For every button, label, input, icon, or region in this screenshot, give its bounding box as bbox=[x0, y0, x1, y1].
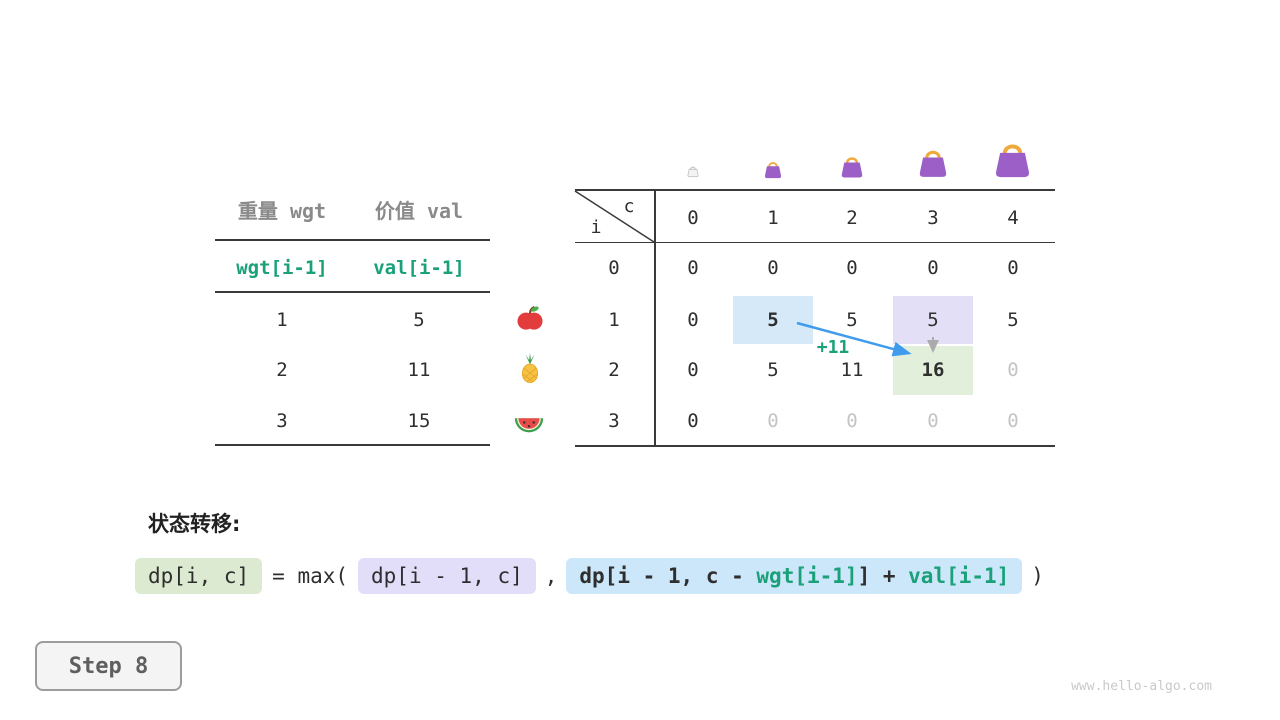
dp-row-header: 1 bbox=[608, 309, 620, 331]
formula-close-paren: ) bbox=[1031, 564, 1044, 588]
item-row-val: 15 bbox=[407, 410, 431, 432]
dp-cell-source: 5 bbox=[767, 309, 779, 331]
item-row-wgt: 1 bbox=[276, 309, 288, 331]
dp-cell: 5 bbox=[846, 309, 858, 331]
dp-cell: 11 bbox=[840, 359, 864, 381]
dp-col-header: 1 bbox=[767, 207, 779, 229]
formula-arg1: dp[i - 1, c] bbox=[358, 558, 536, 594]
pineapple-icon bbox=[521, 352, 539, 384]
formula-arg2-mid: ] + bbox=[857, 564, 909, 588]
dp-rule-header bbox=[575, 242, 1055, 243]
items-header-val: 价值 val bbox=[374, 199, 464, 223]
formula-arg2-wgt: wgt[i-1] bbox=[756, 564, 858, 588]
items-formula-wgt: wgt[i-1] bbox=[236, 257, 328, 279]
dp-cell: 0 bbox=[687, 309, 699, 331]
items-header-wgt: 重量 wgt bbox=[237, 199, 327, 223]
bag-small-icon bbox=[764, 162, 782, 179]
dp-col-header: 0 bbox=[687, 207, 699, 229]
formula-lhs: dp[i, c] bbox=[135, 558, 263, 594]
dp-cell-current: 16 bbox=[921, 359, 945, 381]
dp-rule-top bbox=[575, 189, 1055, 191]
item-row-wgt: 3 bbox=[276, 410, 288, 432]
bag-large-icon bbox=[919, 150, 947, 177]
dp-row-header: 2 bbox=[608, 359, 620, 381]
items-table-rule-top bbox=[215, 239, 490, 241]
transition-title: 状态转移: bbox=[148, 512, 241, 536]
dp-corner-row-label: i bbox=[590, 217, 602, 238]
formula-operator: = max( bbox=[272, 564, 349, 588]
items-table-rule-bottom bbox=[215, 444, 490, 446]
item-row-val: 5 bbox=[413, 309, 425, 331]
dp-cell: 0 bbox=[687, 410, 699, 432]
dp-cell: 0 bbox=[927, 410, 939, 432]
dp-cell: 0 bbox=[1007, 410, 1019, 432]
dp-col-header: 4 bbox=[1007, 207, 1019, 229]
dp-rule-vertical bbox=[654, 189, 656, 447]
dp-cell-carry: 5 bbox=[927, 309, 939, 331]
dp-cell: 0 bbox=[927, 257, 939, 279]
bag-empty-gray-icon bbox=[687, 166, 699, 178]
dp-cell: 0 bbox=[1007, 257, 1019, 279]
watermark: www.hello-algo.com bbox=[1071, 679, 1212, 694]
dp-cell: 0 bbox=[846, 410, 858, 432]
dp-cell: 0 bbox=[846, 257, 858, 279]
arrow-value-label: +11 bbox=[816, 337, 850, 358]
dp-cell: 0 bbox=[767, 410, 779, 432]
dp-row-header: 3 bbox=[608, 410, 620, 432]
step-indicator: Step 8 bbox=[35, 641, 182, 691]
dp-cell: 0 bbox=[1007, 359, 1019, 381]
formula-arg2-val: val[i-1] bbox=[908, 564, 1010, 588]
dp-cell: 0 bbox=[687, 257, 699, 279]
dp-cell: 0 bbox=[767, 257, 779, 279]
dp-col-header: 2 bbox=[846, 207, 858, 229]
dp-col-header: 3 bbox=[927, 207, 939, 229]
dp-row-header: 0 bbox=[608, 257, 620, 279]
item-row-val: 11 bbox=[407, 359, 431, 381]
apple-icon bbox=[517, 306, 543, 330]
step-label: Step 8 bbox=[68, 653, 149, 679]
transition-formula: dp[i, c] = max( dp[i - 1, c] , dp[i - 1,… bbox=[135, 558, 1044, 594]
items-formula-val: val[i-1] bbox=[373, 257, 465, 279]
bag-medium-icon bbox=[841, 157, 863, 178]
dp-corner-col-label: c bbox=[623, 196, 635, 217]
formula-arg2: dp[i - 1, c - wgt[i-1]] + val[i-1] bbox=[566, 558, 1023, 594]
dp-cell: 5 bbox=[767, 359, 779, 381]
formula-arg2-prefix: dp[i - 1, c - bbox=[579, 564, 757, 588]
item-row-wgt: 2 bbox=[276, 359, 288, 381]
watermelon-icon bbox=[514, 418, 544, 433]
bag-xlarge-icon bbox=[996, 144, 1029, 178]
items-table-rule-mid bbox=[215, 291, 490, 293]
formula-comma: , bbox=[544, 564, 558, 588]
dp-cell: 5 bbox=[1007, 309, 1019, 331]
dp-cell: 0 bbox=[687, 359, 699, 381]
dp-rule-bottom bbox=[575, 445, 1055, 447]
